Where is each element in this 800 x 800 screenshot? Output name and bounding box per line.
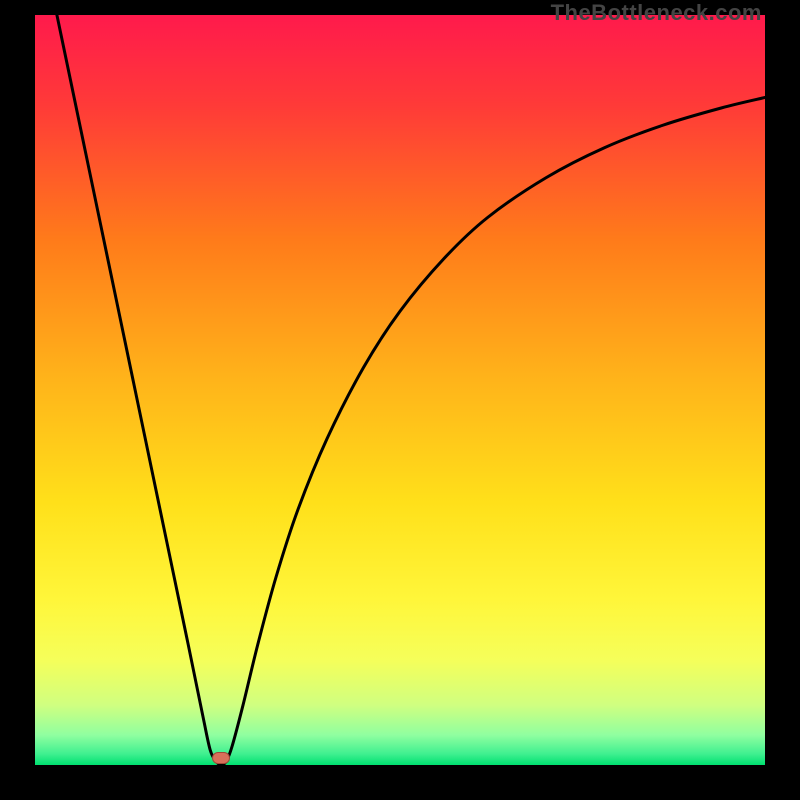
optimal-point-marker	[212, 752, 230, 764]
bottleneck-curve	[35, 15, 765, 765]
watermark-text: TheBottleneck.com	[551, 0, 762, 26]
chart-container: TheBottleneck.com	[0, 0, 800, 800]
plot-area	[35, 15, 765, 765]
